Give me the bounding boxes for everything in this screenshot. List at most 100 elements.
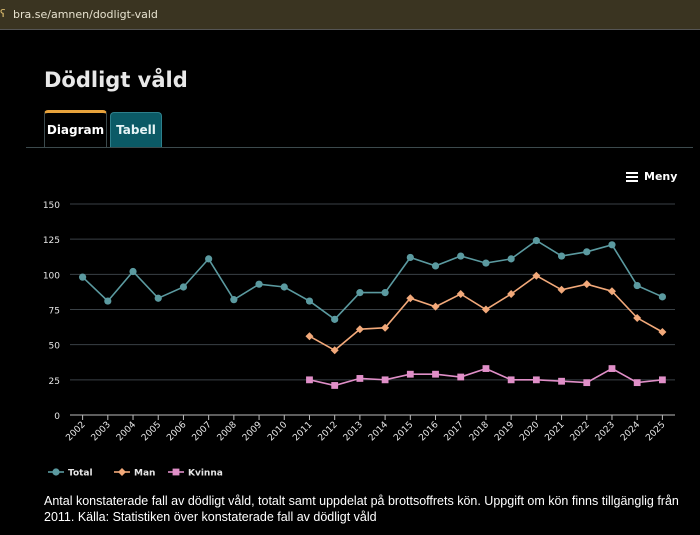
data-point (104, 297, 112, 305)
site-info-icon[interactable]: ʕ (0, 7, 6, 20)
legend-item-kvinna[interactable]: Kvinna (168, 469, 223, 479)
x-tick-label: 2005 (140, 420, 163, 443)
data-point (230, 296, 238, 304)
data-point (608, 365, 616, 372)
data-point (305, 297, 314, 305)
hamburger-icon (626, 171, 638, 182)
y-tick-label: 50 (49, 342, 61, 352)
data-point (583, 379, 591, 387)
data-point (381, 289, 389, 297)
data-point (507, 376, 515, 384)
legend-item-man[interactable]: Man (114, 468, 155, 479)
data-point (355, 325, 364, 334)
data-point (305, 332, 314, 341)
x-tick-label: 2011 (291, 420, 314, 443)
data-point (331, 315, 339, 323)
y-tick-label: 25 (49, 377, 60, 387)
x-tick-label: 2024 (619, 420, 642, 443)
data-point (481, 305, 490, 314)
data-point (432, 370, 439, 378)
y-tick-label: 0 (54, 412, 60, 422)
data-point (507, 255, 515, 263)
data-point (330, 346, 339, 355)
data-point (255, 280, 263, 288)
legend-label: Kvinna (188, 469, 223, 479)
chart-caption: Antal konstaterade fall av dödligt våld,… (44, 494, 679, 524)
tab-diagram[interactable]: Diagram (44, 110, 107, 147)
legend-item-total[interactable]: Total (48, 468, 93, 479)
x-tick-label: 2003 (90, 420, 113, 443)
data-point (431, 262, 440, 270)
x-tick-label: 2013 (342, 420, 365, 443)
x-tick-label: 2019 (493, 420, 516, 443)
page-title: Dödligt våld (44, 68, 188, 92)
x-tick-label: 2016 (417, 420, 440, 443)
data-point (583, 248, 591, 256)
data-point (532, 271, 541, 280)
data-point (456, 290, 465, 299)
tab-tabell[interactable]: Tabell (110, 112, 162, 147)
x-tick-label: 2002 (64, 420, 87, 443)
data-point (331, 382, 339, 389)
data-point (532, 376, 540, 384)
legend-marker (118, 468, 126, 476)
legend-label: Total (68, 469, 93, 479)
x-tick-label: 2022 (569, 420, 592, 443)
legend-marker (52, 468, 60, 476)
data-point (658, 328, 667, 337)
data-point (557, 252, 566, 260)
line-chart: 0 25 50 75 100 125 150 2002 2003 2004 2005 2006 2007… (43, 201, 675, 479)
x-tick-label: 2010 (266, 420, 289, 443)
legend-marker (172, 468, 180, 476)
data-point (633, 379, 641, 387)
data-point (179, 283, 188, 291)
tab-divider (26, 147, 693, 148)
data-point (457, 252, 465, 260)
x-tick-label: 2014 (367, 420, 390, 443)
data-point (406, 370, 414, 378)
data-point (558, 377, 565, 385)
data-point (79, 273, 87, 281)
x-tick-label: 2015 (392, 420, 415, 443)
data-point (633, 313, 642, 322)
x-tick-label: 2008 (216, 420, 239, 443)
x-tick-label: 2020 (518, 420, 541, 443)
x-tick-label: 2018 (468, 420, 491, 443)
data-point (658, 376, 666, 384)
y-tick-label: 150 (43, 201, 60, 211)
data-point (431, 302, 440, 311)
data-point (507, 290, 516, 299)
y-tick-label: 100 (43, 271, 60, 281)
browser-address-bar[interactable]: ʕ bra.se/amnen/dodligt-vald (0, 0, 700, 30)
chart-menu-label: Meny (644, 170, 678, 183)
data-point (356, 289, 364, 297)
data-point (406, 253, 414, 262)
data-point (633, 281, 641, 290)
data-point (356, 375, 364, 382)
series-line-total (82, 239, 663, 321)
data-point (457, 373, 465, 381)
x-tick-label: 2004 (115, 420, 138, 443)
data-point (406, 294, 415, 303)
x-tick-label: 2023 (594, 420, 617, 443)
data-point (129, 267, 137, 276)
data-point (280, 283, 288, 291)
url-text[interactable]: bra.se/amnen/dodligt-vald (13, 8, 158, 21)
chart-menu-button[interactable]: Meny (626, 170, 677, 183)
data-point (482, 259, 490, 267)
y-tick-label: 75 (49, 307, 60, 317)
x-tick-label: 2021 (543, 420, 566, 443)
data-point (658, 293, 666, 301)
data-point (532, 236, 540, 245)
data-point (582, 280, 591, 289)
data-point (381, 323, 390, 332)
x-tick-label: 2007 (190, 420, 213, 443)
series-kvinna (306, 365, 666, 389)
data-point (306, 376, 313, 384)
data-point (557, 285, 566, 294)
data-point (482, 365, 490, 372)
data-point (608, 241, 616, 249)
series-total (79, 236, 666, 323)
series-man (305, 271, 667, 355)
data-point (154, 294, 162, 302)
